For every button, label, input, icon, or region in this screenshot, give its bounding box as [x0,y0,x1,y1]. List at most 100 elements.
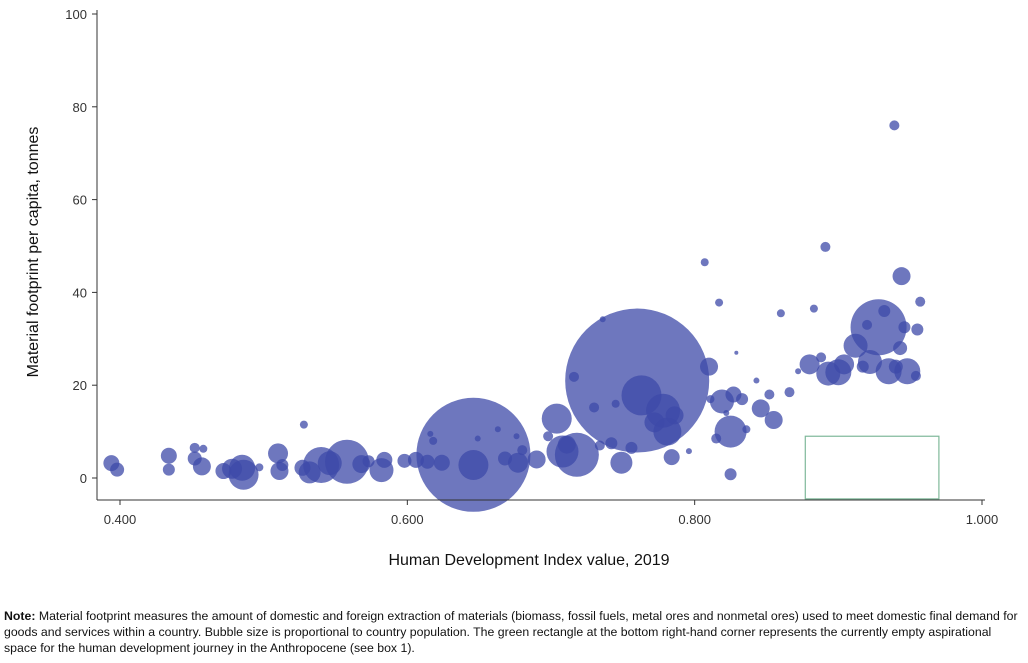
country-bubble [294,459,311,476]
country-bubble [714,415,747,448]
country-bubble [834,354,855,375]
country-bubble [734,350,739,355]
country-bubble [700,258,709,267]
country-bubble [843,333,868,358]
country-bubble [764,389,775,400]
country-bubble [494,426,501,433]
y-tick-label: 60 [73,193,87,208]
country-bubble [527,450,546,469]
country-bubble [541,403,572,434]
country-bubble [665,406,684,425]
country-bubble [915,296,926,307]
bubble-chart: 0.400 0.600 0.800 1.000 0 20 40 60 80 100 Human … [25,7,998,569]
country-bubble [594,440,605,451]
note-text: Material footprint measures the amount o… [4,609,1018,655]
country-bubble [776,309,785,318]
y-tick-label: 40 [73,285,87,300]
country-bubble [700,357,719,376]
country-bubble [474,435,481,442]
country-bubble [376,451,393,468]
country-bubble [268,443,289,464]
country-bubble [605,437,618,450]
country-bubble [723,410,730,417]
country-bubble [397,453,412,468]
country-bubble [685,448,692,455]
country-bubble [407,451,424,468]
country-bubble [862,319,873,330]
country-bubble [199,444,208,453]
country-bubble [317,451,342,476]
country-bubble [276,459,289,472]
country-bubble [724,468,737,481]
country-bubble [663,449,680,466]
country-bubble [893,341,908,356]
country-bubble [706,395,715,404]
axes: 0.400 0.600 0.800 1.000 0 20 40 60 80 100 [65,7,998,527]
country-bubble [429,436,438,445]
country-bubble [799,354,820,375]
country-bubble [189,442,200,453]
country-bubble [568,371,579,382]
country-bubble [816,361,841,386]
country-bubble [255,463,264,472]
country-bubble [599,316,606,323]
country-bubble [362,455,375,468]
country-bubble [610,451,633,474]
country-bubble [611,399,620,408]
aspirational-space-rectangle [804,435,940,500]
y-axis-title: Material footprint per capita, tonnes [25,127,42,378]
country-bubble [458,450,489,481]
y-tick-label: 0 [80,471,87,486]
chart-note: Note: Material footprint measures the am… [4,608,1026,656]
country-bubble [753,377,760,384]
country-bubble [784,387,795,398]
country-bubble [433,454,450,471]
country-bubble [110,462,125,477]
country-bubble [795,368,802,375]
country-bubble [162,463,175,476]
country-bubble [715,298,724,307]
country-bubble [644,412,665,433]
country-bubble [742,425,751,434]
country-bubble [910,370,921,381]
country-bubble [809,304,818,313]
country-bubble [557,435,576,454]
country-bubble [751,399,770,418]
x-axis-title: Human Development Index value, 2019 [388,552,669,569]
x-axis-ticks: 0.400 0.600 0.800 1.000 [104,500,999,527]
country-bubble [898,321,911,334]
x-tick-label: 0.600 [391,512,424,527]
country-bubble [299,420,308,429]
x-tick-label: 1.000 [966,512,999,527]
country-bubble [816,352,827,363]
country-bubble [820,241,831,252]
country-bubble [911,323,924,336]
country-bubble [427,430,434,437]
y-tick-label: 100 [65,7,87,22]
country-bubble [589,402,600,413]
y-axis-ticks: 0 20 40 60 80 100 [65,7,97,486]
country-bubble [889,120,900,131]
country-bubble [625,441,638,454]
country-bubble [736,393,749,406]
country-bubble [856,360,869,373]
country-bubble [764,411,783,429]
country-bubble [420,454,435,469]
y-tick-label: 20 [73,378,87,393]
country-bubble [215,463,232,480]
country-bubble [507,452,528,473]
x-tick-label: 0.400 [104,512,137,527]
country-bubble [543,431,554,442]
country-bubble [517,445,528,456]
country-bubble [513,433,520,440]
y-tick-label: 80 [73,100,87,115]
country-bubble [892,267,911,286]
country-bubble [878,304,891,317]
country-bubble [187,451,202,466]
bubble-layer [103,120,926,512]
x-tick-label: 0.800 [678,512,711,527]
country-bubble [711,433,722,444]
country-bubble [888,359,903,374]
country-bubble [498,451,513,466]
note-label: Note: [4,609,36,623]
